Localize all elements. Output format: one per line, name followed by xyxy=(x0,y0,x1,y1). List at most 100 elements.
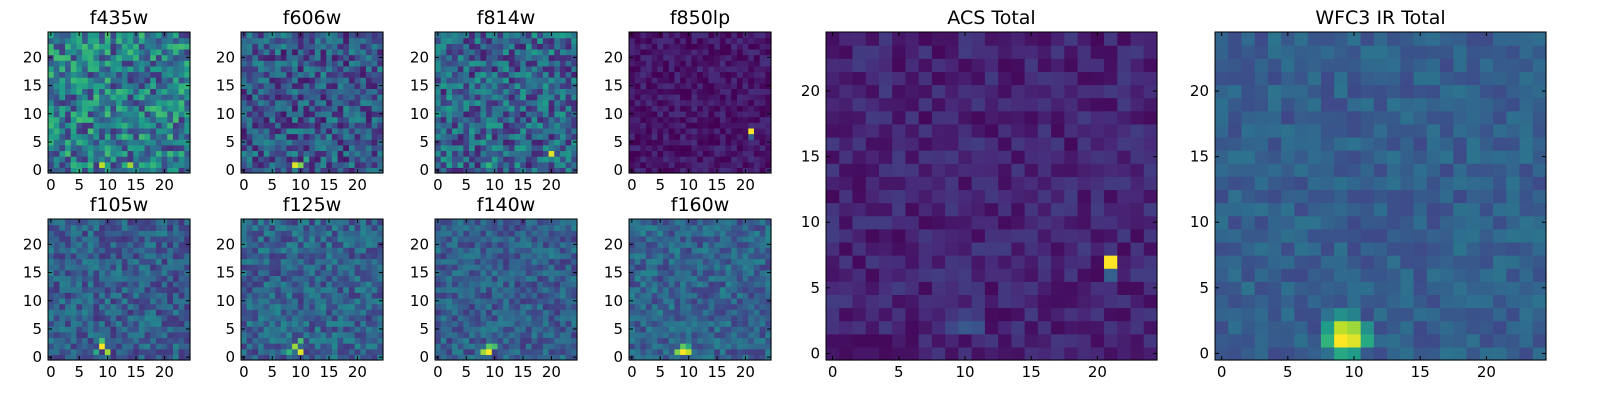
heatmap-cell xyxy=(343,156,350,163)
heatmap-cell xyxy=(343,167,350,174)
x-tick-label: 0 xyxy=(46,363,56,381)
heatmap-cell xyxy=(110,314,117,322)
heatmap-cell xyxy=(110,127,117,135)
heatmap-cell xyxy=(360,292,367,299)
heatmap-cell xyxy=(765,122,772,129)
heatmap-cell xyxy=(674,269,681,276)
heatmap-cell xyxy=(463,286,470,293)
heatmap-cell xyxy=(59,314,66,322)
heatmap-cell xyxy=(292,326,299,333)
heatmap-cell xyxy=(155,230,163,237)
heatmap-cell xyxy=(82,326,89,333)
heatmap-cell xyxy=(303,54,310,61)
heatmap-cell xyxy=(82,320,89,327)
heatmap-cell xyxy=(680,314,687,322)
heatmap-cell xyxy=(440,167,447,174)
heatmap-cell xyxy=(565,348,572,355)
heatmap-cell xyxy=(144,337,151,344)
heatmap-cell xyxy=(82,269,89,276)
heatmap-cell xyxy=(446,133,453,140)
heatmap-cell xyxy=(263,65,270,73)
heatmap-cell xyxy=(748,337,755,344)
heatmap-cell xyxy=(446,275,453,282)
heatmap-cell xyxy=(87,48,95,56)
heatmap-cell xyxy=(252,54,259,61)
heatmap-cell xyxy=(571,150,578,157)
heatmap-cell xyxy=(542,348,550,355)
heatmap-cell xyxy=(765,144,772,152)
heatmap-cell xyxy=(116,156,123,163)
heatmap-cell xyxy=(663,32,670,39)
heatmap-cell xyxy=(87,286,95,293)
heatmap-cell xyxy=(714,48,721,56)
heatmap-cell xyxy=(138,82,146,89)
heatmap-cell xyxy=(263,105,270,112)
heatmap-cell xyxy=(657,77,664,84)
heatmap-cell xyxy=(469,264,476,271)
heatmap-cell xyxy=(663,71,670,78)
heatmap-cell xyxy=(343,348,350,355)
heatmap-cell xyxy=(542,241,550,248)
heatmap-cell xyxy=(70,354,77,361)
heatmap-cell xyxy=(360,144,367,152)
heatmap-cell xyxy=(697,286,704,293)
heatmap-cell xyxy=(343,150,350,157)
heatmap-cell xyxy=(480,65,487,73)
heatmap-cell xyxy=(691,144,698,152)
heatmap-cell xyxy=(275,264,282,271)
heatmap-cell xyxy=(144,161,151,168)
heatmap-cell xyxy=(548,348,555,355)
heatmap-cell xyxy=(184,286,191,293)
heatmap-cell xyxy=(178,264,185,271)
heatmap-cell xyxy=(93,281,100,288)
heatmap-cell xyxy=(719,292,727,299)
heatmap-cell xyxy=(133,54,140,61)
heatmap-cell xyxy=(121,167,129,174)
heatmap-cell xyxy=(337,252,344,260)
heatmap-cell xyxy=(303,127,310,135)
heatmap-cell xyxy=(651,309,658,316)
heatmap-cell xyxy=(657,275,664,282)
heatmap-cell xyxy=(503,43,510,50)
heatmap-cell xyxy=(48,235,55,243)
heatmap-cell xyxy=(252,150,259,157)
heatmap-cell xyxy=(377,150,384,157)
heatmap-cell xyxy=(674,88,681,95)
heatmap-cell xyxy=(377,230,384,237)
heatmap-cell xyxy=(697,275,704,282)
heatmap-cell xyxy=(241,43,248,50)
heatmap-cell xyxy=(121,264,129,271)
heatmap-cell xyxy=(571,230,578,237)
heatmap-cell xyxy=(765,37,772,44)
heatmap-cell xyxy=(133,337,140,344)
heatmap-cell xyxy=(104,241,112,248)
heatmap-cell xyxy=(753,297,761,305)
heatmap-cell xyxy=(104,139,112,146)
heatmap-cell xyxy=(765,343,772,350)
heatmap-cell xyxy=(365,343,373,350)
heatmap-cell xyxy=(326,297,333,305)
heatmap-cell xyxy=(314,99,322,106)
heatmap-cell xyxy=(178,337,185,344)
heatmap-cell xyxy=(280,269,288,276)
heatmap-cell xyxy=(252,309,259,316)
heatmap-cell xyxy=(486,88,493,95)
heatmap-cell xyxy=(172,286,180,293)
heatmap-cell xyxy=(736,161,744,168)
heatmap-cell xyxy=(525,71,533,78)
heatmap-cell xyxy=(440,127,447,135)
heatmap-cell xyxy=(514,258,521,265)
heatmap-cell xyxy=(144,292,151,299)
heatmap-cell xyxy=(629,65,636,73)
heatmap-cell xyxy=(646,43,653,50)
heatmap-cell xyxy=(657,54,664,61)
heatmap-cell xyxy=(525,82,533,89)
heatmap-cell xyxy=(252,161,259,168)
heatmap-cell xyxy=(348,127,356,135)
heatmap-cell xyxy=(753,348,761,355)
heatmap-cell xyxy=(161,77,168,84)
heatmap-cell xyxy=(571,122,578,129)
heatmap-cell xyxy=(559,264,567,271)
heatmap-cell xyxy=(697,133,704,140)
heatmap-cell xyxy=(714,127,721,135)
